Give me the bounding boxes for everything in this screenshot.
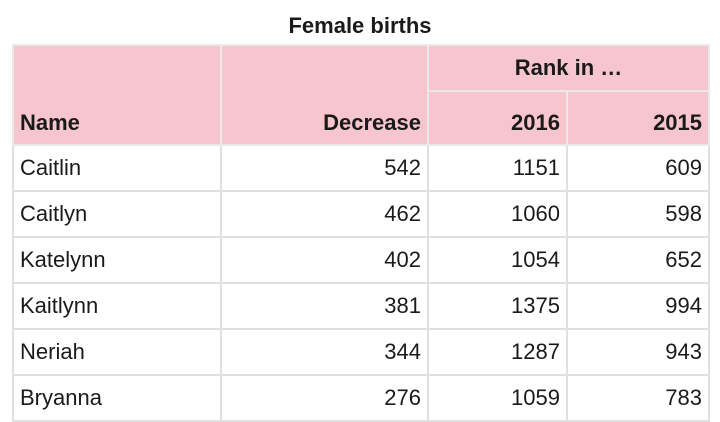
cell-name: Caitlin <box>12 144 222 192</box>
cell-rank-2015: 598 <box>565 190 711 238</box>
cell-decrease: 381 <box>220 282 429 330</box>
header-group-row: Name Decrease Rank in … <box>12 44 711 146</box>
female-births-table: Name Decrease Rank in … 2016 2015 Caitli… <box>12 44 711 422</box>
cell-rank-2016: 1059 <box>427 374 568 422</box>
cell-rank-2016: 1287 <box>427 328 568 376</box>
cell-decrease: 462 <box>220 190 429 238</box>
table-row: Kaitlynn 381 1375 994 <box>12 282 711 330</box>
header-rank-2016: 2016 <box>427 90 568 146</box>
cell-name: Neriah <box>12 328 222 376</box>
cell-rank-2016: 1054 <box>427 236 568 284</box>
cell-rank-2015: 943 <box>565 328 711 376</box>
cell-rank-2016: 1151 <box>427 144 568 192</box>
cell-name: Katelynn <box>12 236 222 284</box>
table-row: Neriah 344 1287 943 <box>12 328 711 376</box>
cell-rank-2015: 609 <box>565 144 711 192</box>
table-header: Name Decrease Rank in … 2016 2015 <box>12 44 711 146</box>
table-row: Bryanna 276 1059 783 <box>12 374 711 422</box>
header-rank-2015: 2015 <box>565 90 711 146</box>
cell-name: Kaitlynn <box>12 282 222 330</box>
cell-rank-2015: 652 <box>565 236 711 284</box>
table-row: Katelynn 402 1054 652 <box>12 236 711 284</box>
table-body: Caitlin 542 1151 609 Caitlyn 462 1060 59… <box>12 144 711 422</box>
header-decrease: Decrease <box>220 44 429 146</box>
table-caption: Female births <box>288 13 432 38</box>
header-name: Name <box>12 44 222 146</box>
cell-rank-2015: 994 <box>565 282 711 330</box>
cell-rank-2016: 1375 <box>427 282 568 330</box>
cell-decrease: 344 <box>220 328 429 376</box>
cell-decrease: 402 <box>220 236 429 284</box>
header-column-row: 2016 2015 <box>13 90 711 146</box>
cell-rank-2015: 783 <box>565 374 711 422</box>
cell-decrease: 542 <box>220 144 429 192</box>
cell-rank-2016: 1060 <box>427 190 568 238</box>
cell-name: Bryanna <box>12 374 222 422</box>
cell-name: Caitlyn <box>12 190 222 238</box>
cell-decrease: 276 <box>220 374 429 422</box>
header-rank-group: Rank in … <box>426 44 711 92</box>
table-row: Caitlin 542 1151 609 <box>12 144 711 192</box>
table-row: Caitlyn 462 1060 598 <box>12 190 711 238</box>
